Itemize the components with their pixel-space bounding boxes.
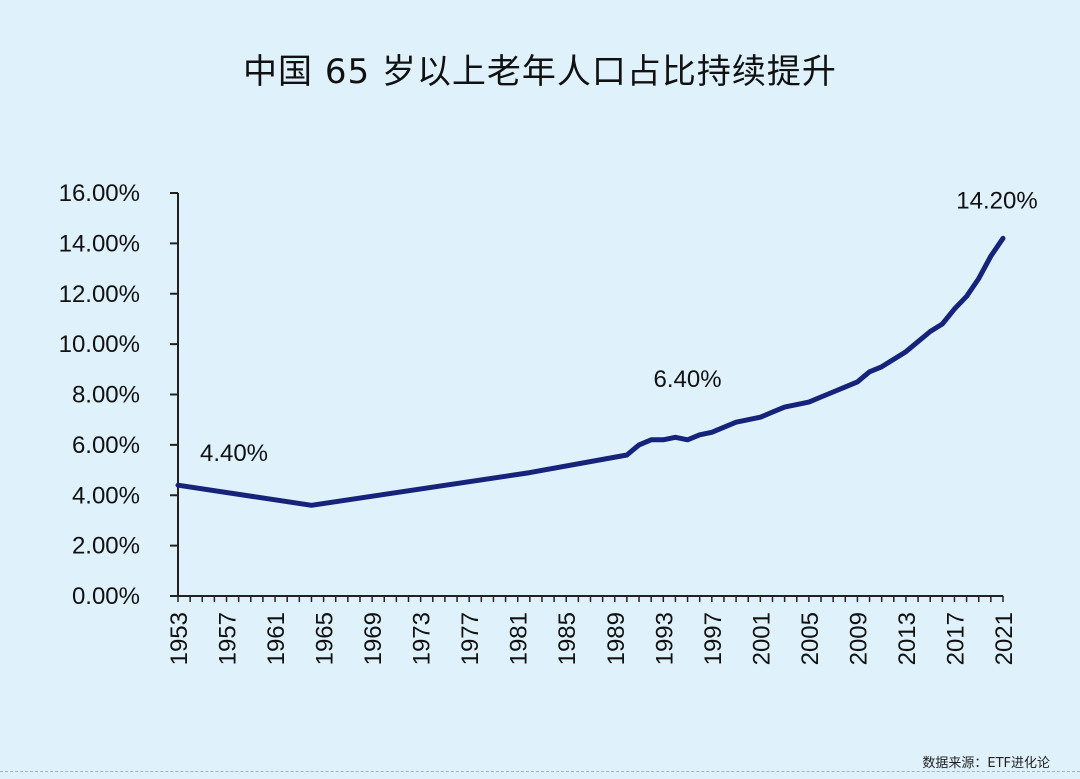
y-tick-label: 14.00% (59, 230, 140, 257)
x-tick-label: 2013 (894, 612, 921, 665)
x-tick-label: 1969 (360, 612, 387, 665)
x-tick-label: 2017 (942, 612, 969, 665)
y-tick-label: 4.00% (72, 482, 140, 509)
y-tick-label: 8.00% (72, 382, 140, 409)
annotation-layer: 4.40% 6.40% 14.20% (200, 187, 1038, 467)
x-tick-label: 1973 (409, 612, 436, 665)
y-tick-label: 12.00% (59, 281, 140, 308)
x-tick-label: 1961 (263, 612, 290, 665)
x-tick-label: 2001 (748, 612, 775, 665)
x-tick-label: 2021 (991, 612, 1018, 665)
y-tick-label: 2.00% (72, 533, 140, 560)
data-label: 4.40% (200, 440, 268, 467)
x-tick-label: 1957 (215, 612, 242, 665)
x-tick-label: 1985 (554, 612, 581, 665)
x-tick-label: 1977 (457, 612, 484, 665)
x-tick-label: 1989 (603, 612, 630, 665)
x-axis-ticks: 1953 1957 1961 1965 1969 1973 1977 1981 1985 1989… (166, 596, 1018, 665)
x-tick-label: 2009 (845, 612, 872, 665)
x-tick-label: 1981 (506, 612, 533, 665)
y-axis-ticks: 0.00% 2.00% 4.00% 6.00% 8.00% 10.00% 12.00% 14.… (59, 180, 178, 610)
data-label: 6.40% (654, 366, 722, 393)
chart-title: 中国 65 岁以上老年人口占比持续提升 (243, 52, 837, 92)
y-tick-label: 0.00% (72, 583, 140, 610)
series-line (175, 235, 1006, 508)
bottom-divider (0, 771, 1080, 772)
x-tick-label: 2005 (797, 612, 824, 665)
x-tick-label: 1953 (166, 612, 193, 665)
y-tick-label: 6.00% (72, 432, 140, 459)
chart-axes (177, 193, 1003, 597)
x-tick-label: 1997 (700, 612, 727, 665)
series-layer (175, 235, 1006, 508)
y-tick-label: 10.00% (59, 331, 140, 358)
x-tick-label: 1965 (312, 612, 339, 665)
y-tick-label: 16.00% (59, 180, 140, 207)
x-tick-label: 1993 (651, 612, 678, 665)
source-note: 数据来源：ETF进化论 (922, 756, 1050, 771)
data-label: 14.20% (956, 187, 1037, 214)
